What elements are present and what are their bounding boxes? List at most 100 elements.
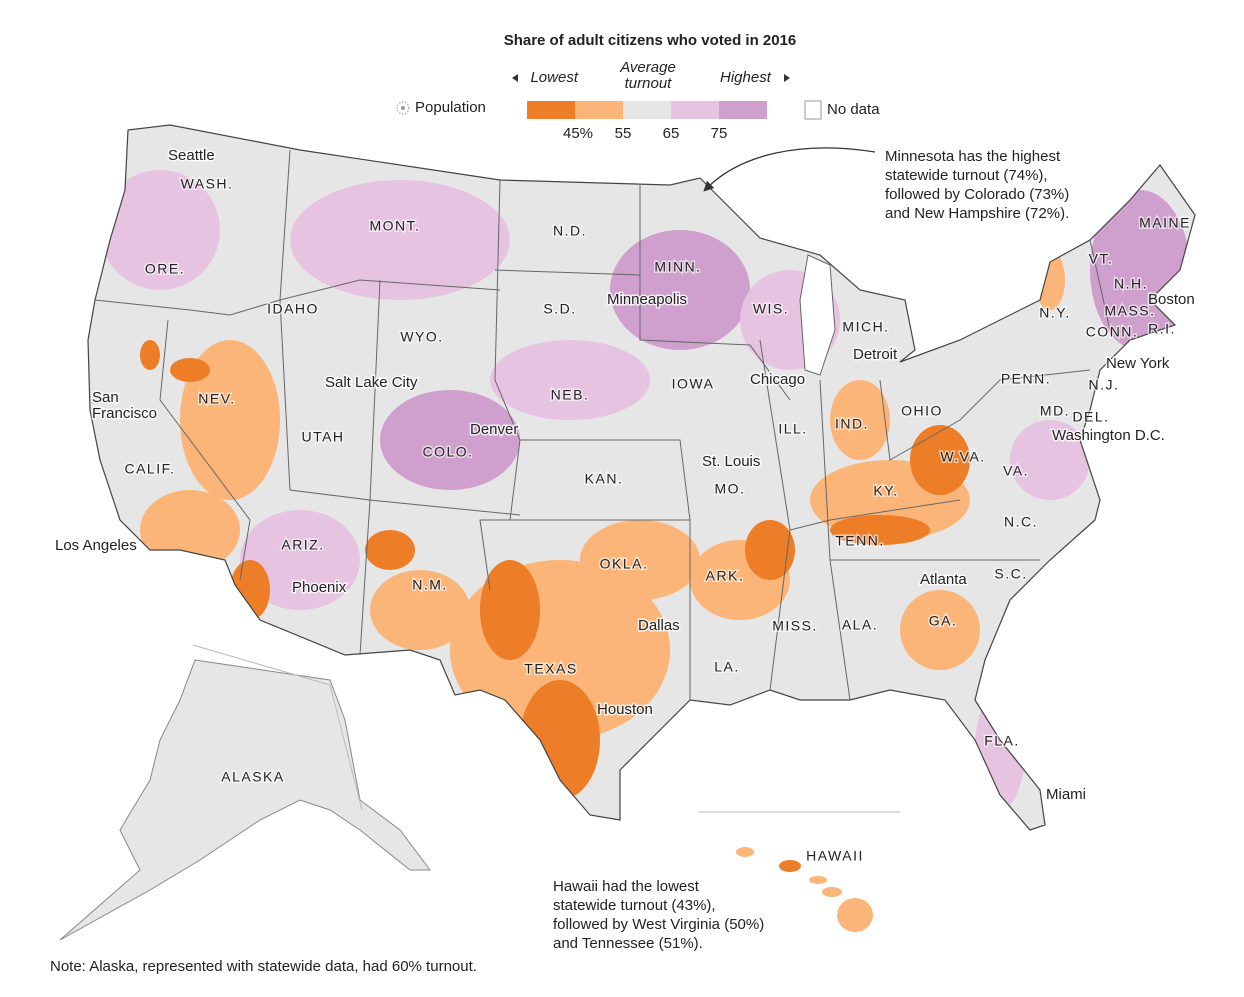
- no-data-swatch: [804, 100, 822, 120]
- annotation-line: Minnesota has the highest: [885, 148, 1061, 165]
- hawaii-islands: [736, 847, 873, 932]
- lake-michigan: [799, 254, 836, 376]
- state-label: FLA.: [984, 733, 1020, 749]
- legend-average: Average turnout: [619, 59, 676, 92]
- annotation-line: statewide turnout (43%),: [553, 897, 716, 914]
- annotation-line: and New Hampshire (72%).: [885, 205, 1069, 222]
- legend-lowest: Lowest: [530, 69, 578, 86]
- city-label: Boston: [1148, 291, 1195, 308]
- state-label: ARK.: [706, 568, 745, 584]
- legend-tick: 75: [711, 125, 728, 142]
- state-label: CONN.: [1086, 324, 1139, 340]
- legend-no-data: No data: [827, 101, 880, 118]
- city-label: Atlanta: [920, 571, 967, 588]
- city-label: New York: [1106, 355, 1170, 372]
- state-label: HAWAII: [806, 848, 864, 864]
- legend-bin: [527, 101, 575, 119]
- state-label: UTAH: [301, 429, 344, 445]
- state-label: NEB.: [551, 387, 590, 403]
- state-label: W.VA.: [940, 449, 985, 465]
- state-label: MAINE: [1139, 215, 1191, 231]
- state-label: OKLA.: [600, 556, 649, 572]
- state-label: MISS.: [772, 618, 818, 634]
- legend-highest: Highest: [720, 69, 772, 86]
- arrow-left: [512, 74, 518, 82]
- state-label: N.M.: [412, 577, 448, 593]
- legend-bin: [575, 101, 623, 119]
- state-label: GA.: [929, 613, 958, 629]
- legend-tick: 65: [663, 125, 680, 142]
- state-label: N.D.: [553, 223, 587, 239]
- state-label: ARIZ.: [281, 537, 324, 553]
- state-label: WIS.: [753, 301, 789, 317]
- state-label: PENN.: [1001, 371, 1051, 387]
- state-borders: [94, 149, 1111, 701]
- city-label: Detroit: [853, 346, 898, 363]
- state-label: MO.: [715, 481, 746, 497]
- city-label: Dallas: [638, 617, 680, 634]
- state-label: CALIF.: [124, 461, 175, 477]
- note: Note: Alaska, represented with statewide…: [50, 958, 477, 975]
- city-label: Chicago: [750, 371, 805, 388]
- inset-line: [329, 684, 363, 811]
- state-label: IOWA: [672, 376, 715, 392]
- annotation-line: and Tennessee (51%).: [553, 935, 703, 952]
- state-label: MINN.: [654, 259, 701, 275]
- state-label: MICH.: [842, 319, 889, 335]
- alaska: [59, 659, 431, 941]
- state-label: LA.: [714, 659, 740, 675]
- city-label: Los Angeles: [55, 537, 137, 554]
- state-label: DEL.: [1072, 409, 1109, 425]
- annotation-arrow: [703, 147, 876, 192]
- legend-population: Population: [415, 99, 486, 116]
- state-label: N.H.: [1114, 276, 1148, 292]
- population-icon: [396, 101, 410, 115]
- city-label: San Francisco: [92, 389, 157, 422]
- state-label: ALASKA: [221, 769, 284, 785]
- state-label: WASH.: [181, 176, 234, 192]
- city-label: Miami: [1046, 786, 1086, 803]
- city-label: Seattle: [168, 147, 215, 164]
- state-label: R.I.: [1148, 321, 1176, 337]
- state-label: S.C.: [994, 566, 1027, 582]
- state-label: N.J.: [1089, 377, 1120, 393]
- annotation-line: followed by Colorado (73%): [885, 186, 1069, 203]
- legend-bin: [719, 101, 767, 119]
- city-label: Salt Lake City: [325, 374, 418, 391]
- state-label: KY.: [873, 483, 898, 499]
- state-label: MASS.: [1104, 303, 1155, 319]
- state-label: MD.: [1040, 403, 1070, 419]
- state-label: ORE.: [145, 261, 185, 277]
- state-label: TEXAS: [524, 661, 577, 677]
- state-label: MONT.: [369, 218, 420, 234]
- city-label: Denver: [470, 421, 518, 438]
- state-label: S.D.: [543, 301, 576, 317]
- legend-tick: 55: [615, 125, 632, 142]
- legend-bin: [623, 101, 671, 119]
- state-label: VA.: [1003, 463, 1029, 479]
- legend-tick: 45%: [563, 125, 593, 142]
- annotation-line: followed by West Virginia (50%): [553, 916, 764, 933]
- state-label: NEV.: [198, 391, 235, 407]
- state-label: N.C.: [1004, 514, 1038, 530]
- legend-bin: [671, 101, 719, 119]
- state-label: TENN.: [835, 533, 885, 549]
- state-label: ILL.: [778, 421, 807, 437]
- city-label: St. Louis: [702, 453, 760, 470]
- state-label: OHIO: [901, 403, 943, 419]
- state-label: VT.: [1089, 251, 1114, 267]
- inset-line: [192, 644, 331, 686]
- annotation-line: Hawaii had the lowest: [553, 878, 700, 895]
- city-label: Minneapolis: [607, 291, 687, 308]
- state-label: ALA.: [842, 617, 878, 633]
- state-label: KAN.: [585, 471, 624, 487]
- state-label: IDAHO: [267, 301, 319, 317]
- city-label: Phoenix: [292, 579, 347, 596]
- state-label: COLO.: [422, 444, 473, 460]
- state-label: N.Y.: [1039, 305, 1070, 321]
- arrow-right: [784, 74, 790, 82]
- state-label: WYO.: [400, 329, 443, 345]
- title: Share of adult citizens who voted in 201…: [504, 32, 797, 49]
- annotation-line: statewide turnout (74%),: [885, 167, 1048, 184]
